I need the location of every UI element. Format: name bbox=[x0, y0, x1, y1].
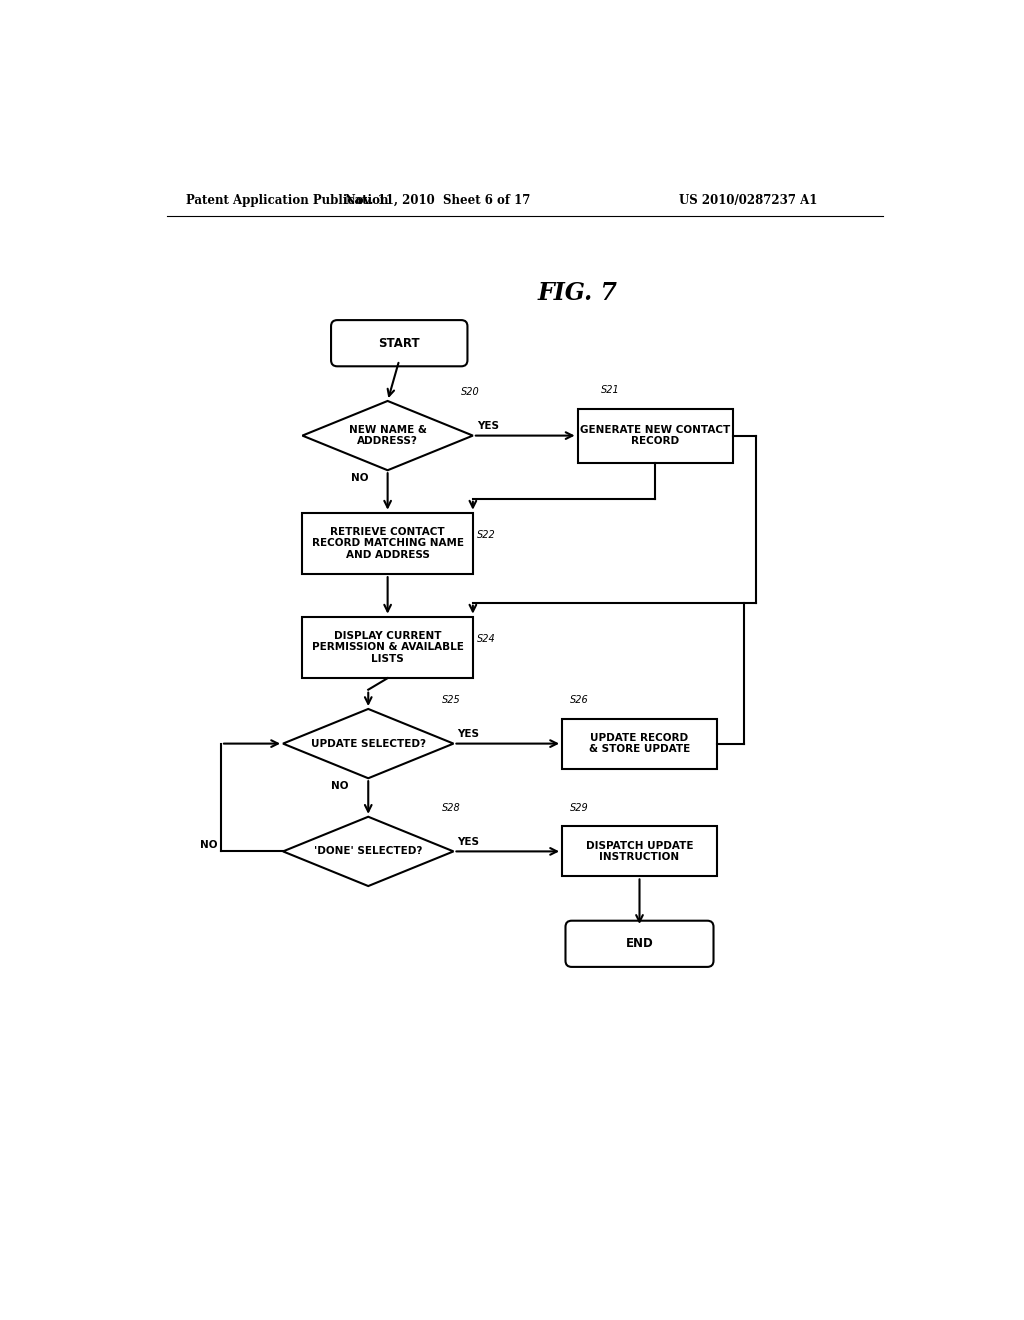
Text: UPDATE RECORD
& STORE UPDATE: UPDATE RECORD & STORE UPDATE bbox=[589, 733, 690, 755]
FancyBboxPatch shape bbox=[565, 921, 714, 966]
Text: FIG. 7: FIG. 7 bbox=[538, 281, 617, 305]
Text: YES: YES bbox=[477, 421, 499, 432]
Text: UPDATE SELECTED?: UPDATE SELECTED? bbox=[310, 739, 426, 748]
Text: S29: S29 bbox=[569, 803, 589, 813]
FancyBboxPatch shape bbox=[331, 321, 467, 367]
Text: START: START bbox=[379, 337, 420, 350]
Text: NEW NAME &
ADDRESS?: NEW NAME & ADDRESS? bbox=[349, 425, 427, 446]
Text: US 2010/0287237 A1: US 2010/0287237 A1 bbox=[679, 194, 817, 207]
Bar bbox=[562, 718, 717, 768]
Text: S25: S25 bbox=[442, 696, 461, 705]
Text: YES: YES bbox=[458, 730, 479, 739]
Bar bbox=[302, 616, 473, 678]
Text: Patent Application Publication: Patent Application Publication bbox=[186, 194, 389, 207]
Text: DISPLAY CURRENT
PERMISSION & AVAILABLE
LISTS: DISPLAY CURRENT PERMISSION & AVAILABLE L… bbox=[311, 631, 464, 664]
Text: YES: YES bbox=[458, 837, 479, 847]
Text: NO: NO bbox=[332, 781, 349, 791]
Text: RETRIEVE CONTACT
RECORD MATCHING NAME
AND ADDRESS: RETRIEVE CONTACT RECORD MATCHING NAME AN… bbox=[311, 527, 464, 560]
Bar bbox=[562, 826, 717, 876]
Text: DISPATCH UPDATE
INSTRUCTION: DISPATCH UPDATE INSTRUCTION bbox=[586, 841, 693, 862]
Text: 'DONE' SELECTED?: 'DONE' SELECTED? bbox=[314, 846, 423, 857]
Text: S21: S21 bbox=[601, 385, 620, 395]
Text: S28: S28 bbox=[442, 803, 461, 813]
Polygon shape bbox=[283, 709, 454, 779]
Text: Nov. 11, 2010  Sheet 6 of 17: Nov. 11, 2010 Sheet 6 of 17 bbox=[345, 194, 530, 207]
Bar bbox=[302, 512, 473, 574]
Text: END: END bbox=[626, 937, 653, 950]
Text: S24: S24 bbox=[477, 634, 496, 644]
Polygon shape bbox=[302, 401, 473, 470]
Text: NO: NO bbox=[351, 473, 369, 483]
Bar bbox=[578, 409, 732, 462]
Text: GENERATE NEW CONTACT
RECORD: GENERATE NEW CONTACT RECORD bbox=[580, 425, 730, 446]
Text: S26: S26 bbox=[569, 694, 589, 705]
Text: NO: NO bbox=[200, 841, 217, 850]
Text: S22: S22 bbox=[477, 529, 496, 540]
Text: S20: S20 bbox=[461, 387, 480, 397]
Polygon shape bbox=[283, 817, 454, 886]
